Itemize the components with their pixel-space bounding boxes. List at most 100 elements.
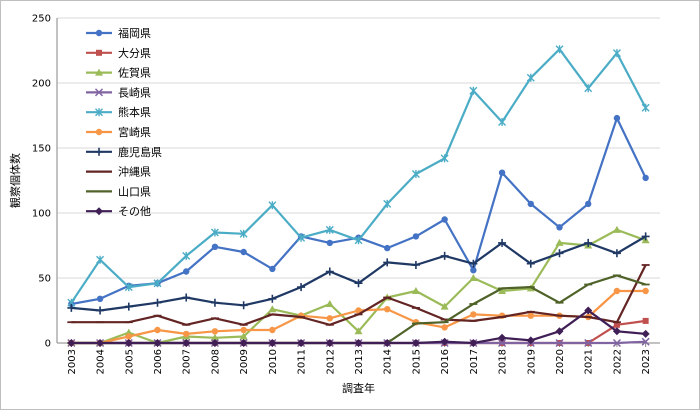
data-point bbox=[384, 306, 391, 313]
data-point bbox=[498, 338, 507, 348]
data-point bbox=[642, 174, 649, 182]
data-point bbox=[67, 339, 76, 347]
data-point bbox=[124, 302, 133, 311]
x-tick-label: 2012 bbox=[325, 349, 336, 374]
x-tick-label: 2014 bbox=[383, 349, 394, 374]
data-point bbox=[498, 118, 507, 126]
data-point bbox=[526, 73, 535, 82]
data-point bbox=[498, 238, 507, 247]
data-point bbox=[269, 265, 276, 273]
legend-marker bbox=[95, 68, 103, 76]
data-point bbox=[297, 283, 306, 292]
legend-marker bbox=[95, 207, 103, 216]
data-point bbox=[470, 267, 477, 274]
data-point bbox=[411, 339, 420, 347]
data-point bbox=[411, 287, 420, 294]
x-tick-label: 2019 bbox=[526, 349, 537, 374]
data-point bbox=[584, 238, 593, 247]
data-point bbox=[240, 326, 247, 334]
data-point bbox=[124, 339, 133, 347]
data-point bbox=[612, 327, 621, 336]
y-tick-label: 0 bbox=[45, 339, 51, 350]
x-axis-title: 調査年 bbox=[342, 381, 375, 395]
data-point bbox=[469, 259, 478, 268]
y-axis-title: 観察個体数 bbox=[8, 153, 22, 208]
data-point bbox=[182, 251, 191, 260]
data-point bbox=[354, 327, 363, 335]
data-point bbox=[239, 332, 248, 340]
legend-item: 長崎県 bbox=[86, 85, 151, 99]
legend-item: 福岡県 bbox=[86, 26, 151, 40]
data-point bbox=[124, 328, 133, 336]
x-tick-label: 2005 bbox=[124, 349, 135, 374]
data-point bbox=[210, 228, 219, 237]
data-point bbox=[498, 287, 507, 294]
data-point bbox=[440, 337, 449, 346]
data-point bbox=[411, 261, 420, 269]
y-tick-label: 200 bbox=[32, 79, 51, 90]
data-point bbox=[613, 287, 621, 295]
data-point bbox=[125, 333, 132, 340]
legend-label: 長崎県 bbox=[118, 85, 151, 99]
legend-label: 宮崎県 bbox=[118, 125, 151, 139]
x-tick-label: 2003 bbox=[67, 349, 78, 374]
legend-marker bbox=[95, 147, 103, 156]
data-point bbox=[124, 283, 133, 292]
data-point bbox=[96, 255, 105, 264]
data-point bbox=[641, 337, 650, 346]
data-point bbox=[297, 339, 306, 347]
y-tick-label: 50 bbox=[38, 274, 51, 285]
data-point bbox=[440, 251, 449, 260]
data-point bbox=[526, 259, 535, 268]
data-point bbox=[210, 333, 219, 341]
x-tick-label: 2015 bbox=[411, 349, 422, 374]
x-tick-label: 2021 bbox=[584, 349, 595, 374]
data-point bbox=[469, 274, 478, 281]
legend-item: 大分県 bbox=[86, 46, 151, 60]
data-point bbox=[498, 333, 507, 342]
data-point bbox=[67, 303, 76, 312]
data-point bbox=[210, 298, 219, 307]
x-tick-label: 2017 bbox=[469, 349, 480, 374]
x-tick-label: 2013 bbox=[354, 349, 365, 374]
legend-item: 佐賀県 bbox=[86, 66, 151, 80]
data-point bbox=[641, 103, 650, 112]
legend-label: その他 bbox=[118, 205, 151, 218]
data-point bbox=[469, 339, 478, 347]
legend-marker bbox=[95, 29, 103, 37]
data-point bbox=[555, 238, 564, 246]
legend-label: 福岡県 bbox=[118, 26, 151, 40]
data-point bbox=[383, 258, 392, 267]
data-point bbox=[269, 326, 276, 334]
data-point bbox=[268, 294, 277, 303]
x-tick-label: 2004 bbox=[96, 349, 107, 374]
series-line bbox=[70, 48, 647, 304]
data-point bbox=[440, 302, 449, 310]
data-point bbox=[555, 327, 564, 336]
data-point bbox=[383, 339, 392, 347]
data-point bbox=[239, 301, 248, 310]
data-point bbox=[325, 267, 334, 276]
y-tick-label: 250 bbox=[32, 14, 51, 25]
data-point bbox=[612, 49, 621, 58]
data-point bbox=[354, 236, 363, 245]
data-point bbox=[383, 199, 392, 208]
x-tick-label: 2006 bbox=[153, 349, 164, 374]
legend-label: 山口県 bbox=[118, 185, 151, 198]
data-point bbox=[154, 326, 161, 334]
legend-marker bbox=[96, 49, 102, 56]
data-point bbox=[354, 279, 363, 288]
legend-label: 沖縄県 bbox=[118, 165, 151, 179]
data-point bbox=[384, 244, 391, 252]
data-point bbox=[555, 338, 564, 348]
data-point bbox=[440, 154, 449, 163]
x-tick-label: 2010 bbox=[268, 349, 279, 374]
data-point bbox=[96, 339, 105, 347]
series-6 bbox=[67, 232, 650, 315]
data-point bbox=[441, 216, 448, 223]
data-point bbox=[555, 249, 564, 258]
data-point bbox=[211, 243, 219, 250]
